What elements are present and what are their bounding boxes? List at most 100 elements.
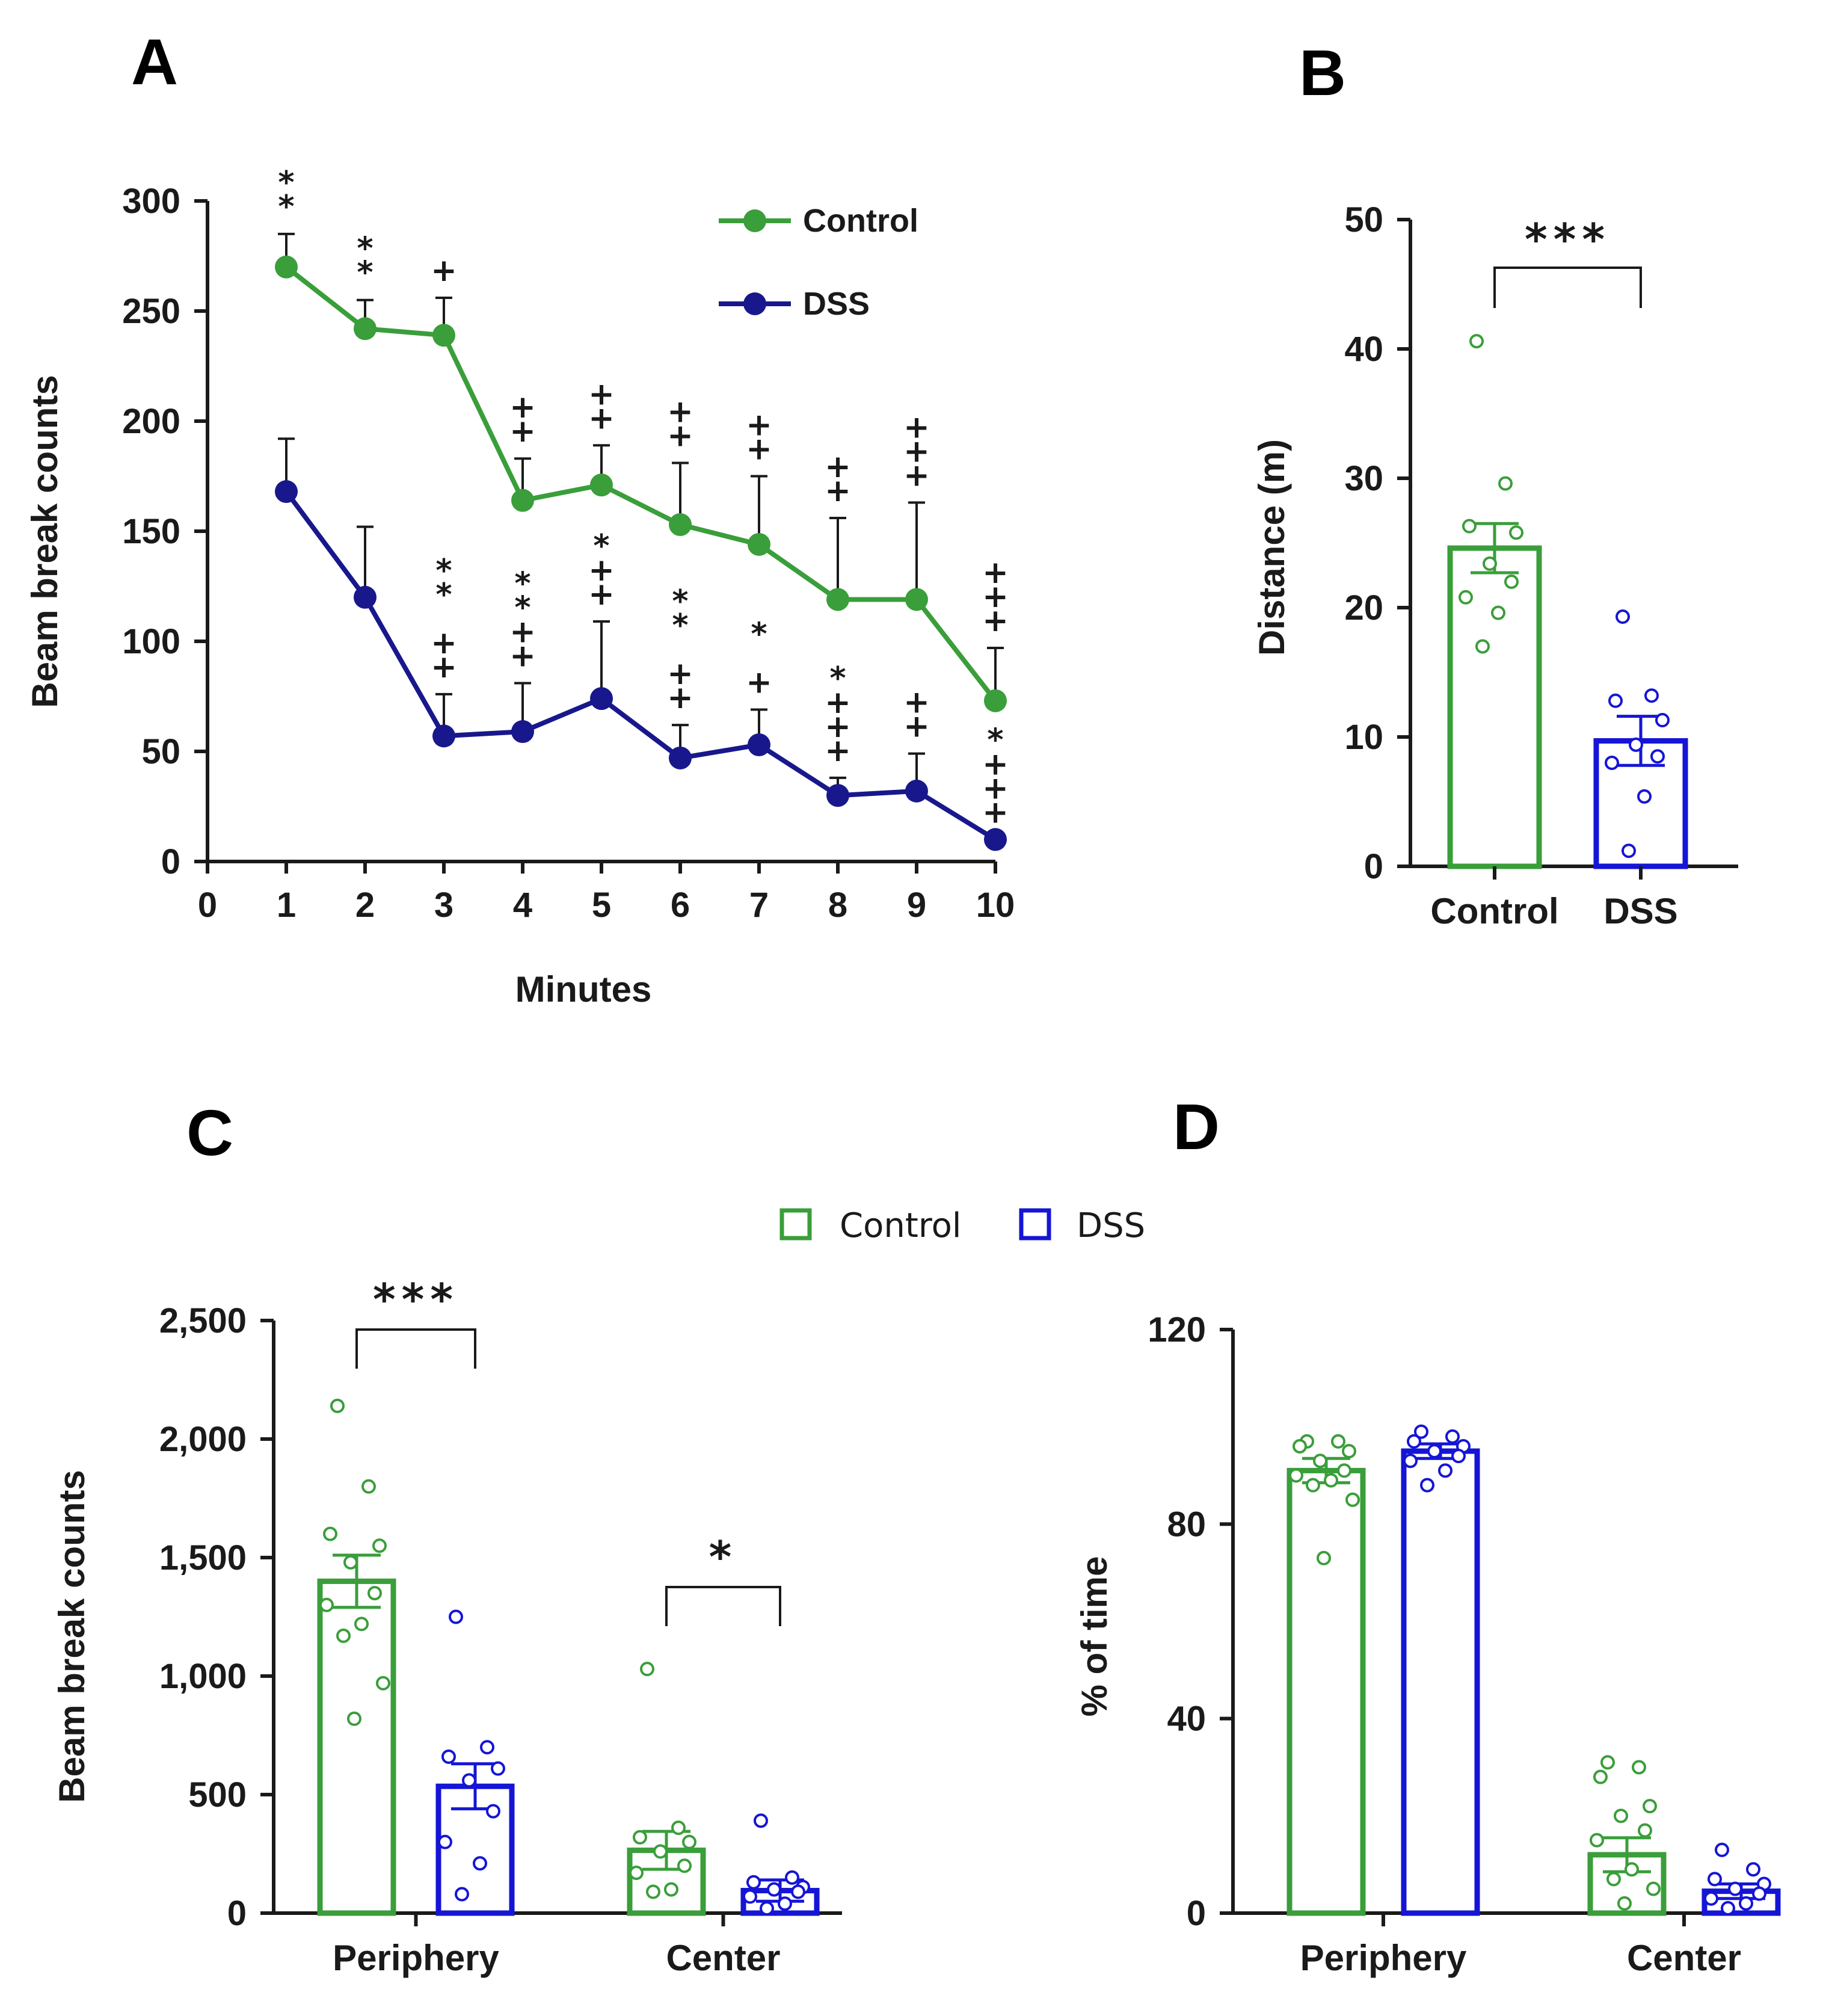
a-y-tick-label: 100 xyxy=(122,622,180,661)
c-data-point xyxy=(480,1740,494,1755)
d-data-point xyxy=(1324,1473,1338,1488)
a-significance-mark: * xyxy=(514,590,530,626)
a-dss-point xyxy=(826,784,849,807)
a-significance-mark: + xyxy=(431,253,457,289)
a-significance-mark: + xyxy=(825,685,851,721)
a-significance-mark: + xyxy=(667,394,693,430)
d-data-point xyxy=(1289,1468,1303,1483)
a-significance-mark: + xyxy=(903,685,930,721)
d-data-point xyxy=(1614,1808,1628,1823)
d-data-point xyxy=(1646,1881,1661,1896)
d-data-point xyxy=(1600,1755,1615,1770)
d-x-tick-label: Center xyxy=(1627,1938,1741,1978)
a-x-tick-label: 0 xyxy=(198,886,217,925)
a-x-tick-label: 6 xyxy=(671,886,690,925)
a-y-tick-label: 300 xyxy=(122,182,180,221)
c-data-point xyxy=(785,1870,799,1885)
c-y-tick-label: 2,500 xyxy=(159,1301,247,1340)
a-significance-mark: * xyxy=(672,584,688,620)
b-significance-bracket xyxy=(1493,267,1642,308)
c-x-tick-label: Center xyxy=(666,1938,780,1978)
a-legend-control-label: Control xyxy=(803,203,918,239)
c-bar-periphery-control xyxy=(317,1578,396,1916)
b-y-tick-label: 30 xyxy=(1344,459,1383,498)
a-significance-mark: + xyxy=(825,449,851,485)
b-data-point xyxy=(1491,605,1505,620)
a-significance-mark: + xyxy=(982,603,1009,639)
c-data-point xyxy=(746,1875,761,1890)
a-significance-mark: + xyxy=(509,389,536,425)
b-y-tick-label: 40 xyxy=(1344,330,1383,369)
b-data-point xyxy=(1509,525,1523,540)
a-legend-control-marker xyxy=(743,209,766,232)
a-significance-mark: * xyxy=(357,231,373,267)
a-dss-point xyxy=(275,480,298,504)
d-data-point xyxy=(1728,1881,1742,1896)
b-x-tick-label: Control xyxy=(1430,891,1558,931)
a-significance-mark: + xyxy=(982,555,1009,591)
c-data-point xyxy=(438,1834,452,1849)
a-significance-mark: + xyxy=(509,638,536,674)
a-control-point xyxy=(826,588,849,611)
panel-label-b: B xyxy=(1299,36,1346,109)
a-control-point xyxy=(984,689,1007,712)
c-data-point xyxy=(653,1844,668,1859)
c-data-point xyxy=(629,1866,644,1881)
a-control-point xyxy=(432,324,455,347)
a-significance-mark: + xyxy=(746,431,772,467)
b-y-tick-label: 50 xyxy=(1344,200,1383,239)
d-data-point xyxy=(1715,1842,1729,1857)
a-significance-mark: + xyxy=(588,552,615,588)
a-significance-mark: * xyxy=(593,528,609,564)
a-significance-mark: * xyxy=(278,165,294,201)
a-significance-mark: + xyxy=(825,709,851,745)
b-y-tick-label: 0 xyxy=(1364,847,1383,886)
a-dss-point xyxy=(905,779,928,803)
a-dss-point xyxy=(669,746,692,769)
a-legend-dss-marker xyxy=(743,292,766,315)
c-significance-label: *** xyxy=(373,1274,459,1325)
a-x-tick-label: 7 xyxy=(749,886,769,925)
c-data-point xyxy=(754,1813,768,1828)
a-significance-mark: + xyxy=(982,770,1009,806)
c-data-point xyxy=(347,1711,361,1726)
a-legend: Control DSS xyxy=(719,203,918,322)
a-control-point xyxy=(590,473,613,497)
a-significance-mark: + xyxy=(431,625,457,661)
panel-label-d: D xyxy=(1173,1090,1220,1163)
d-y-tick-label: 40 xyxy=(1167,1700,1206,1739)
d-data-point xyxy=(1617,1896,1632,1911)
a-x-tick-label: 5 xyxy=(592,886,611,925)
a-significance-mark: * xyxy=(278,189,294,225)
d-data-point xyxy=(1746,1862,1760,1877)
d-data-point xyxy=(1337,1463,1351,1478)
b-data-point xyxy=(1605,756,1619,770)
c-data-point xyxy=(640,1662,654,1677)
a-dss-point xyxy=(511,720,534,744)
c-data-point xyxy=(376,1675,390,1691)
c-data-point xyxy=(473,1856,487,1871)
d-y-tick-label: 80 xyxy=(1167,1505,1206,1544)
c-data-point xyxy=(760,1901,774,1916)
a-significance-mark: * xyxy=(435,553,452,589)
b-data-point xyxy=(1475,639,1490,654)
b-y-tick-label: 10 xyxy=(1344,718,1383,757)
b-data-point xyxy=(1608,693,1623,708)
d-ylabel: % of time xyxy=(1074,1556,1114,1717)
b-significance-label: *** xyxy=(1525,214,1611,265)
b-data-point xyxy=(1498,476,1513,491)
b-data-point xyxy=(1469,334,1484,349)
d-data-point xyxy=(1342,1444,1356,1459)
a-significance-mark: + xyxy=(667,680,693,716)
d-data-point xyxy=(1590,1833,1604,1848)
d-data-point xyxy=(1420,1478,1434,1493)
b-ylabel: Distance (m) xyxy=(1252,439,1292,656)
a-y-tick-label: 200 xyxy=(122,402,180,441)
cd-legend-dss-label: DSS xyxy=(1077,1206,1145,1245)
d-data-point xyxy=(1293,1439,1307,1453)
b-data-point xyxy=(1629,737,1643,752)
d-data-point xyxy=(1606,1872,1621,1887)
a-significance-mark: + xyxy=(982,794,1009,830)
a-dss-point xyxy=(984,828,1007,851)
